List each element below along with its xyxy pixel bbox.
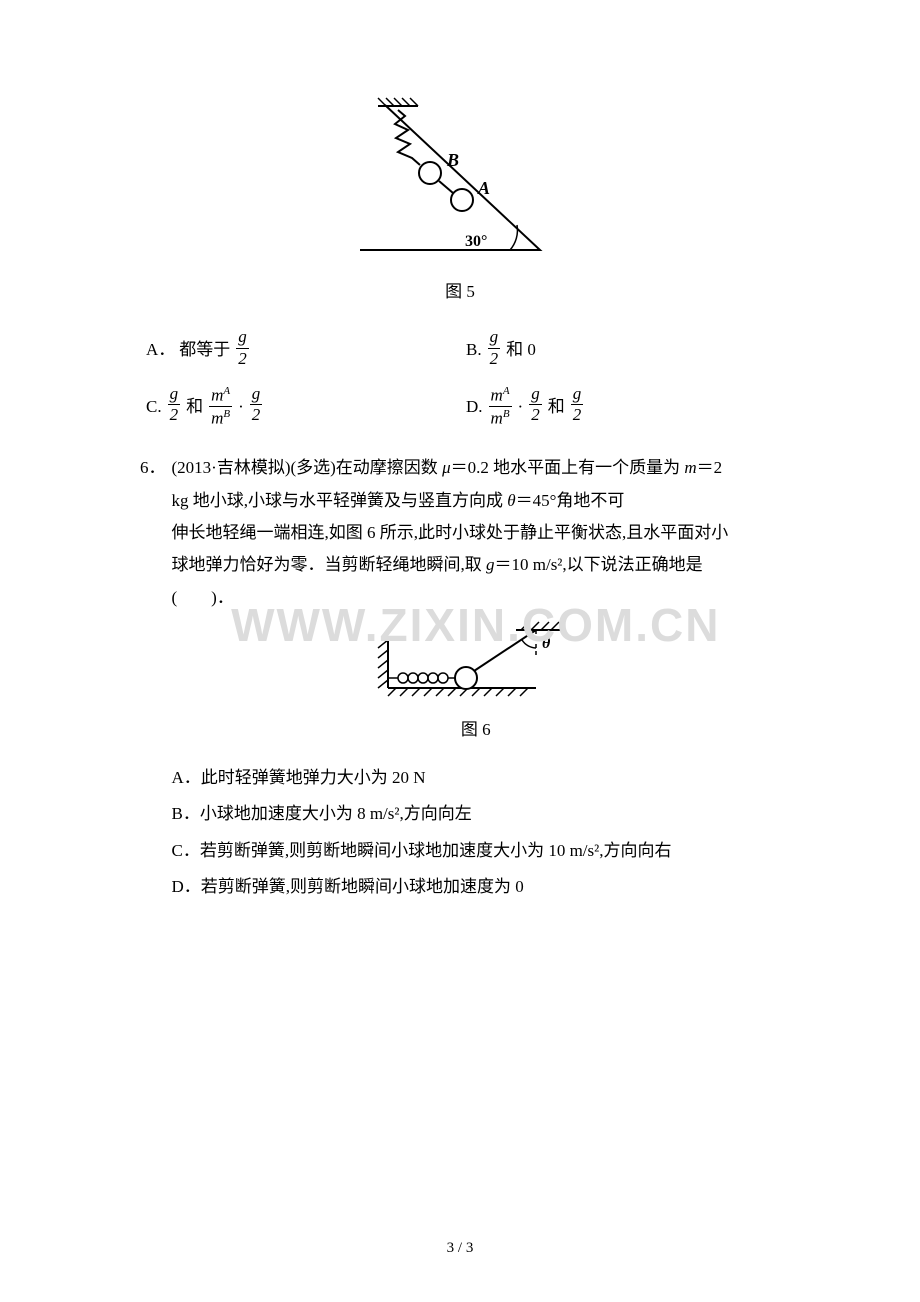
dot: ·: [518, 385, 524, 423]
fraction-g-over-2: g 2: [488, 328, 501, 368]
fraction-g-over-2: g 2: [168, 385, 181, 425]
q6-line3: 伸长地轻绳一端相连,如图 6 所示,此时小球处于静止平衡状态,且水平面对小: [172, 523, 729, 542]
option-c-letter: C.: [146, 385, 162, 423]
g-var: g: [486, 555, 495, 574]
option-b: B. g 2 和 0: [460, 324, 780, 372]
q6-option-d: D．若剪断弹簧,则剪断地瞬间小球地加速度为 0: [172, 871, 781, 903]
option-c: C. g 2 和 mA mB · g 2: [140, 381, 460, 433]
question-6-number: 6．: [140, 452, 166, 907]
q6-line2a: kg 地小球,小球与水平轻弹簧及与竖直方向成: [172, 491, 508, 510]
q5-options: A． 都等于 g 2 B. g 2 和 0 C. g 2: [140, 324, 780, 432]
m-var: m: [684, 458, 696, 477]
q6-option-c: C．若剪断弹簧,则剪断地瞬间小球地加速度大小为 10 m/s²,方向向右: [172, 835, 781, 867]
figure-5-caption: 图 5: [140, 276, 780, 308]
q6-options: A．此时轻弹簧地弹力大小为 20 N B．小球地加速度大小为 8 m/s²,方向…: [172, 762, 781, 903]
option-b-mid: 和 0: [506, 328, 536, 366]
figure-5: 30° B A: [350, 90, 570, 270]
q6-paren: ( )．: [172, 588, 234, 607]
option-d-mid: 和: [548, 385, 565, 423]
fraction-g-over-2: g 2: [250, 385, 263, 425]
label-b: B: [446, 150, 459, 170]
question-6: 6． (2013·吉林模拟)(多选)在动摩擦因数 μ＝0.2 地水平面上有一个质…: [140, 452, 780, 907]
q6-line2b: ＝45°角地不可: [516, 491, 625, 510]
option-a-text: 都等于: [179, 328, 230, 366]
option-a: A． 都等于 g 2: [140, 324, 460, 372]
fraction-g-over-2: g 2: [571, 385, 584, 425]
q6-line1b: ＝0.2 地水平面上有一个质量为: [451, 458, 685, 477]
q6-option-b: B．小球地加速度大小为 8 m/s²,方向向左: [172, 798, 781, 830]
option-a-letter: A．: [146, 328, 175, 366]
theta-label: θ: [542, 635, 551, 652]
fraction-g-over-2: g 2: [529, 385, 542, 425]
mu: μ: [442, 458, 451, 477]
q6-line4b: ＝10 m/s²,以下说法正确地是: [495, 555, 703, 574]
q6-line4a: 球地弹力恰好为零．当剪断轻绳地瞬间,取: [172, 555, 487, 574]
page-footer: 3 / 3: [0, 1234, 920, 1263]
figure-6: θ: [366, 618, 586, 708]
dot: ·: [238, 385, 244, 423]
fraction-g-over-2: g 2: [236, 328, 249, 368]
q6-line1a: (2013·吉林模拟)(多选)在动摩擦因数: [172, 458, 443, 477]
option-d-letter: D.: [466, 385, 483, 423]
label-a: A: [477, 178, 490, 198]
q6-option-a: A．此时轻弹簧地弹力大小为 20 N: [172, 762, 781, 794]
angle-label: 30°: [465, 233, 487, 250]
theta-var: θ: [507, 491, 515, 510]
fraction-mA-over-mB: mA mB: [209, 385, 232, 429]
option-b-letter: B.: [466, 328, 482, 366]
fraction-mA-over-mB: mA mB: [489, 385, 512, 429]
q6-line1c: ＝2: [697, 458, 723, 477]
figure-6-caption: 图 6: [172, 714, 781, 746]
option-d: D. mA mB · g 2 和 g 2: [460, 381, 780, 433]
option-c-mid: 和: [186, 385, 203, 423]
